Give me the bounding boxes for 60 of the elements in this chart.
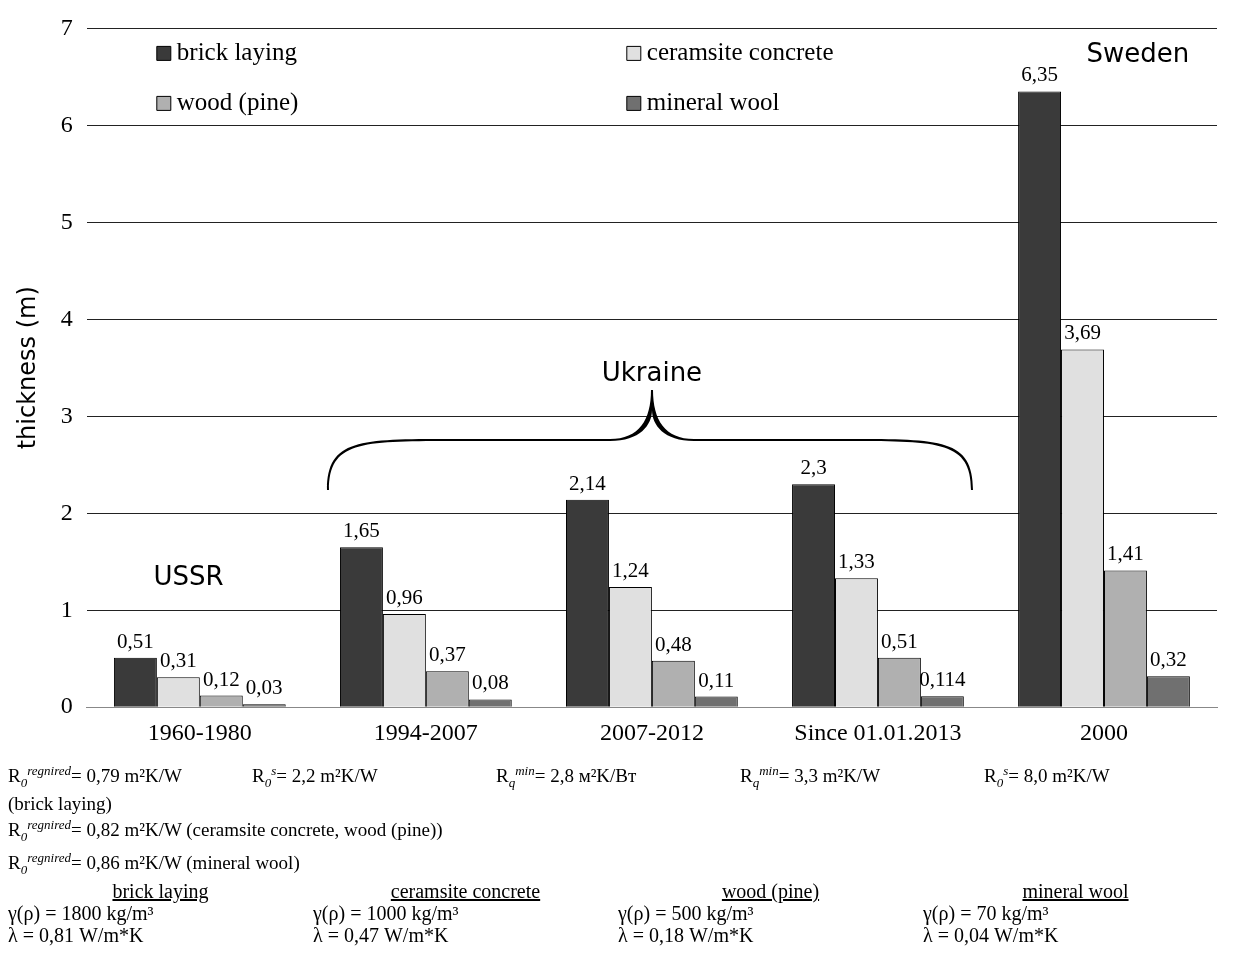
data-label: 0,12	[202, 666, 240, 691]
text: wood (pine)	[720, 880, 821, 903]
text: γ(ρ) = 1000 kg/m³	[313, 902, 460, 925]
text: (brick laying)	[8, 793, 113, 815]
legend-label: wood (pine)	[176, 87, 299, 116]
legend-label: ceramsite concrete	[646, 37, 834, 65]
legend-label: brick laying	[176, 37, 298, 65]
text: R$_{0}$$^{s}$= 8,0 m²K/W	[984, 762, 1111, 793]
text: λ = 0,18 W/m*K	[618, 924, 755, 947]
y-tick-label: 4	[60, 304, 73, 331]
data-label: 0,08	[471, 670, 509, 695]
text: λ = 0,04 W/m*K	[923, 924, 1060, 947]
y-tick-label: 1	[60, 595, 73, 622]
y-tick-label: 3	[60, 401, 73, 428]
text: ceramsite concrete	[389, 880, 542, 903]
text: γ(ρ) = 70 kg/m³	[923, 902, 1050, 925]
x-tick-label: 2000	[1079, 718, 1128, 745]
data-label: 0,32	[1150, 647, 1187, 672]
data-label: 3,69	[1064, 320, 1101, 345]
text: R$_{q}$$^{min}$= 2,8 м²K/Вт	[496, 762, 638, 793]
data-label: 2,3	[800, 455, 827, 480]
data-label: 1,65	[343, 518, 380, 543]
x-tick-label: 1994-2007	[373, 718, 478, 745]
text: γ(ρ) = 500 kg/m³	[618, 902, 755, 925]
y-tick-label: 2	[60, 498, 73, 525]
data-label: 0,48	[655, 631, 692, 656]
x-tick-label: 1960-1980	[147, 718, 252, 745]
text: brick laying	[111, 880, 210, 903]
data-label: 0,11	[698, 667, 735, 692]
data-label: 0,03	[245, 675, 283, 700]
data-label: 1,24	[612, 557, 650, 582]
text: R$_{0}$$^{s}$= 2,2 m²K/W	[252, 762, 379, 793]
data-label: 1,33	[838, 549, 875, 574]
text: R$_{0}$$^{regnired}$= 0,82 m²K/W (ceramsite concrete, wood (pine))	[8, 816, 444, 847]
data-label: 1,41	[1107, 541, 1144, 566]
y-tick-label: 5	[60, 207, 73, 234]
annotation: USSR	[153, 560, 224, 591]
text: γ(ρ) = 1800 kg/m³	[8, 902, 155, 925]
data-label: 0,31	[159, 648, 197, 673]
legend-label: mineral wool	[646, 87, 780, 115]
text: mineral wool	[1021, 880, 1130, 903]
text: λ = 0,81 W/m*K	[8, 924, 144, 947]
y-tick-label: 0	[60, 692, 73, 719]
text: R$_{q}$$^{min}$= 3,3 m²K/W	[740, 762, 882, 793]
x-tick-label: 2007-2012	[599, 718, 704, 745]
text: λ = 0,47 W/m*K	[313, 924, 449, 947]
data-label: 2,14	[569, 470, 607, 495]
text: R$_{0}$$^{regnired}$= 0,86 m²K/W (mineral wool)	[8, 849, 301, 880]
y-axis-title: thickness (m)	[12, 286, 41, 450]
annotation: Sweden	[1086, 38, 1190, 69]
data-label: 0,51	[881, 628, 918, 653]
text: R$_{0}$$^{regnired}$= 0,79 m²K/W	[8, 762, 183, 793]
data-label: 0,51	[117, 628, 154, 653]
y-tick-label: 7	[60, 13, 73, 40]
annotation: Ukraine	[601, 357, 703, 388]
y-tick-label: 6	[60, 110, 73, 137]
data-label: 0,96	[386, 585, 423, 610]
data-label: 0,37	[428, 642, 466, 667]
x-tick-label: Since 01.01.2013	[794, 718, 962, 745]
data-label: 6,35	[1021, 62, 1058, 87]
